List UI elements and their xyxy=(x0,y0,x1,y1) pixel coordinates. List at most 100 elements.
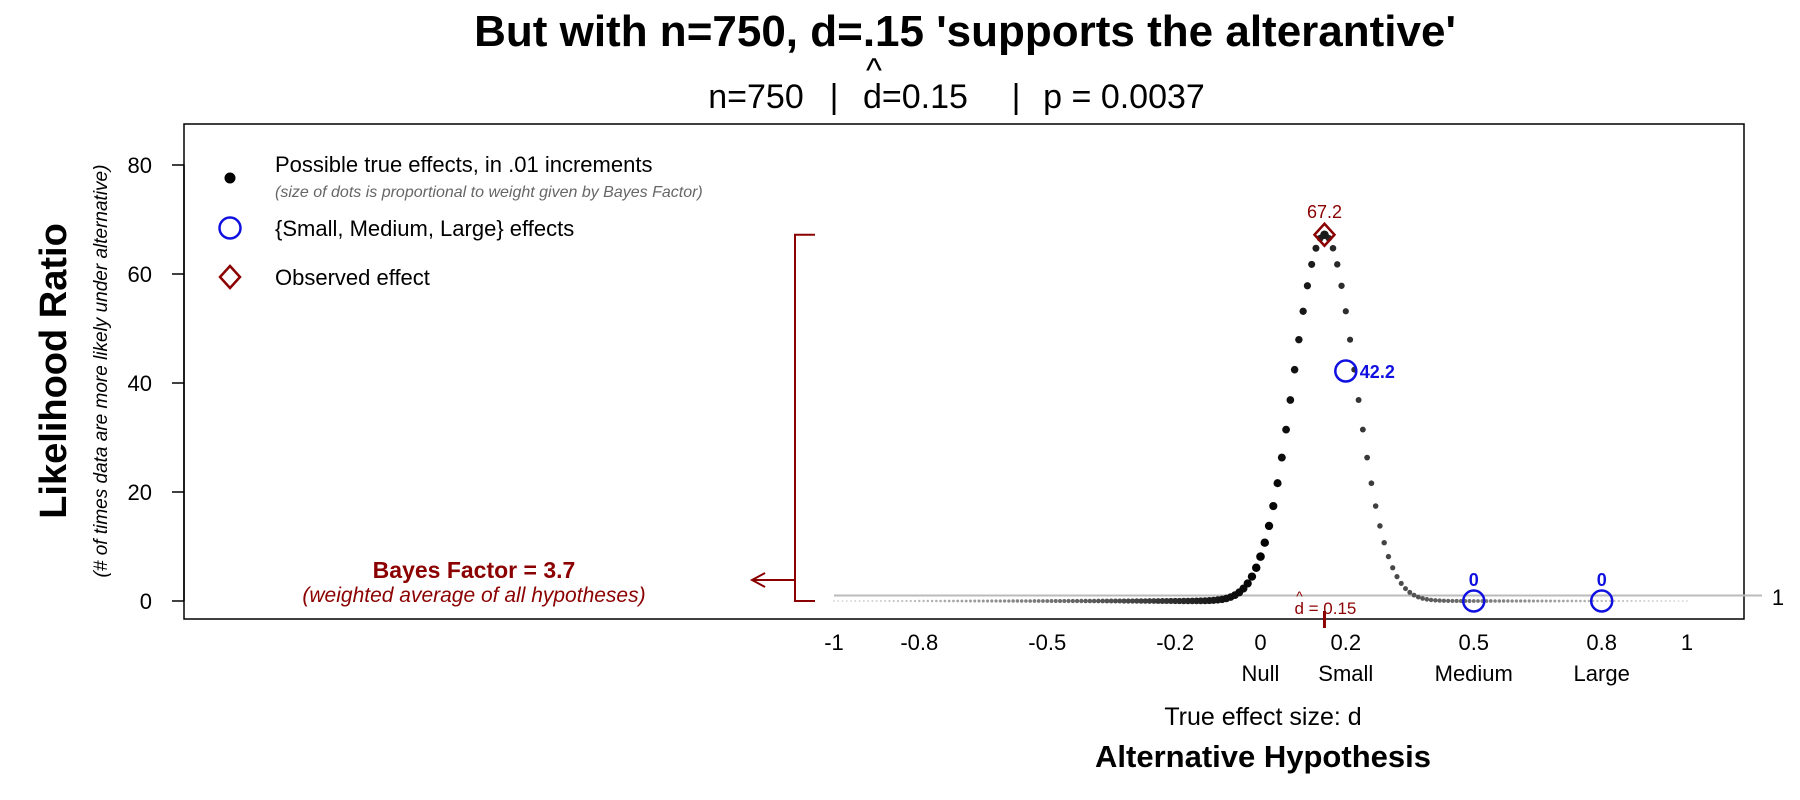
legend-dots-note: (size of dots is proportional to weight … xyxy=(275,184,703,201)
likelihood-dot xyxy=(1664,600,1667,602)
subtitle-n: n=750 xyxy=(708,78,804,116)
likelihood-dot xyxy=(1681,600,1684,602)
likelihood-dot xyxy=(1058,598,1063,604)
chart-subtitle: n=750 | ^ d=0.15 | p = 0.0037 xyxy=(708,52,1205,116)
observed-effect-marker xyxy=(1312,221,1337,248)
likelihood-dot xyxy=(1514,599,1519,603)
likelihood-dot xyxy=(1019,599,1024,603)
x-axis: -1 -0.8 -0.5 -0.2 0 Null 0.2 Small 0.5 Medium 0.8 L… xyxy=(824,630,1693,686)
likelihood-dot xyxy=(1403,586,1409,592)
likelihood-dot xyxy=(1433,598,1438,603)
likelihood-dot xyxy=(1368,480,1375,487)
likelihood-dot xyxy=(1372,503,1379,509)
likelihood-dot xyxy=(1385,553,1392,560)
likelihood-dot xyxy=(1117,598,1123,604)
y-tick-label: 80 xyxy=(128,153,152,178)
likelihood-dot xyxy=(1617,599,1620,603)
effect-circles: 42.2 0 0 xyxy=(1334,359,1614,613)
likelihood-dot xyxy=(1390,565,1396,571)
likelihood-dot xyxy=(833,600,835,602)
likelihood-dot xyxy=(1045,599,1050,603)
likelihood-dot xyxy=(1428,597,1434,603)
likelihood-dot xyxy=(1634,599,1637,603)
likelihood-dot xyxy=(990,599,994,603)
likelihood-dot xyxy=(1467,599,1472,603)
likelihood-dot xyxy=(1096,598,1101,604)
y-tick-label: 20 xyxy=(128,480,152,505)
likelihood-dot xyxy=(1079,598,1084,604)
likelihood-dot xyxy=(1070,598,1075,604)
effect-value-label: 42.2 xyxy=(1360,362,1395,382)
likelihood-dot xyxy=(1053,599,1058,603)
likelihood-dot xyxy=(854,600,857,602)
likelihood-dot xyxy=(1570,599,1574,603)
likelihood-dots xyxy=(833,230,1688,605)
likelihood-dot xyxy=(1553,599,1557,603)
likelihood-dot xyxy=(1454,598,1459,604)
x-tick-label: -1 xyxy=(824,630,844,655)
likelihood-dot xyxy=(969,599,972,603)
x-tick-label: 0.8 xyxy=(1586,630,1617,655)
likelihood-dot xyxy=(1446,598,1451,603)
likelihood-dot xyxy=(1420,596,1425,601)
likelihood-dot xyxy=(1121,598,1127,604)
likelihood-dot xyxy=(1476,599,1480,603)
subtitle-sep-2: | xyxy=(1012,78,1021,116)
likelihood-dot xyxy=(1036,599,1041,603)
likelihood-dot xyxy=(956,599,960,603)
x-tick-label: -0.5 xyxy=(1028,630,1066,655)
likelihood-dot xyxy=(841,600,844,602)
likelihood-dot xyxy=(947,599,951,603)
likelihood-dot xyxy=(862,600,865,602)
likelihood-dot xyxy=(1424,597,1430,602)
bayes-factor-arrow xyxy=(749,572,795,588)
x-tick-label: 0.5 xyxy=(1458,630,1489,655)
likelihood-dot xyxy=(1129,598,1136,604)
likelihood-dot xyxy=(1630,599,1633,603)
likelihood-dot xyxy=(1104,598,1110,604)
likelihood-dot xyxy=(884,599,887,603)
likelihood-dot xyxy=(922,599,925,603)
effect-circle-small xyxy=(1334,359,1358,383)
y-tick-label: 0 xyxy=(140,589,152,614)
dhat-marker-hat: ^ xyxy=(1296,588,1303,604)
likelihood-dot xyxy=(858,600,861,602)
x-tick-sublabel: Large xyxy=(1574,661,1630,686)
likelihood-dot xyxy=(1312,244,1320,252)
y-axis: 0 20 40 60 80 xyxy=(128,153,185,614)
likelihood-dot xyxy=(1669,600,1671,602)
likelihood-dot xyxy=(981,599,985,603)
likelihood-dot xyxy=(1398,580,1404,586)
likelihood-dot xyxy=(1557,599,1561,603)
likelihood-dot xyxy=(1579,599,1582,603)
likelihood-dot xyxy=(1660,600,1663,602)
likelihood-dot xyxy=(1540,599,1544,603)
likelihood-dot xyxy=(1295,335,1303,344)
likelihood-dot xyxy=(1591,599,1595,603)
likelihood-dot xyxy=(1493,599,1497,603)
legend-diamond-label: Observed effect xyxy=(275,265,430,290)
likelihood-dot xyxy=(845,600,848,602)
chart-title: But with n=750, d=.15 'supports the alte… xyxy=(474,7,1456,56)
likelihood-dot xyxy=(1112,598,1118,604)
likelihood-dot xyxy=(1338,282,1345,289)
x-tick-sublabel: Small xyxy=(1318,661,1373,686)
likelihood-dot xyxy=(1074,598,1080,604)
likelihood-dot xyxy=(1308,260,1316,268)
likelihood-dot xyxy=(1510,599,1514,603)
x-tick-label: -0.2 xyxy=(1156,630,1194,655)
likelihood-dot xyxy=(837,600,840,602)
likelihood-dot xyxy=(1256,552,1265,561)
likelihood-dot xyxy=(1277,453,1286,462)
likelihood-dot xyxy=(879,599,882,603)
x-tick-sublabel: Medium xyxy=(1435,661,1513,686)
likelihood-dot xyxy=(1583,599,1586,603)
likelihood-dot xyxy=(1621,599,1625,603)
likelihood-dot xyxy=(1359,426,1366,433)
likelihood-dot xyxy=(1561,599,1565,603)
x-tick-sublabel: Null xyxy=(1242,661,1280,686)
likelihood-dot xyxy=(1290,365,1299,374)
likelihood-dot xyxy=(1647,599,1650,603)
likelihood-dot xyxy=(1247,572,1257,581)
x-tick-label: 0.2 xyxy=(1331,630,1362,655)
